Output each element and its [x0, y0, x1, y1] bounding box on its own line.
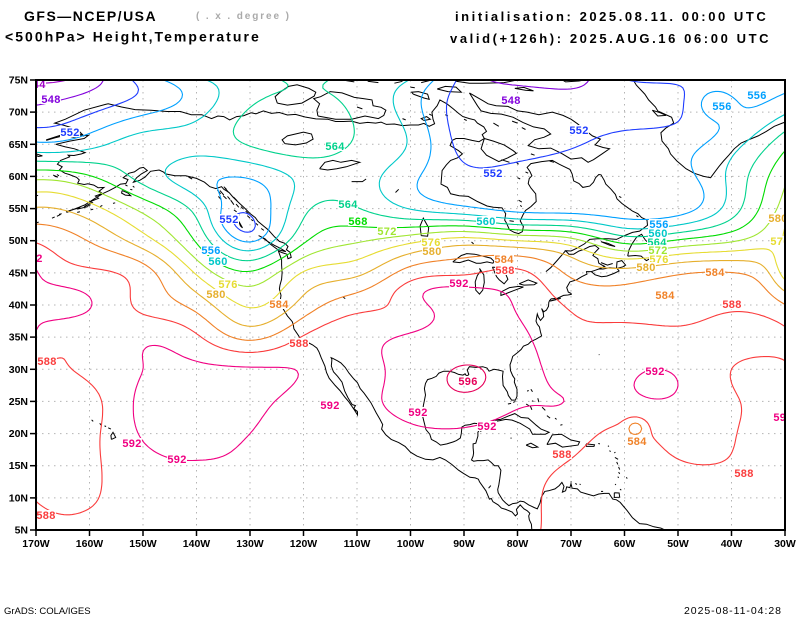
- svg-text:580: 580: [422, 246, 441, 258]
- svg-text:592: 592: [122, 438, 141, 450]
- svg-text:580: 580: [206, 289, 225, 301]
- svg-text:GrADS: COLA/IGES: GrADS: COLA/IGES: [4, 606, 91, 617]
- svg-text:50N: 50N: [9, 235, 28, 247]
- svg-text:60N: 60N: [9, 171, 28, 183]
- svg-text:15N: 15N: [9, 460, 28, 472]
- svg-text:45N: 45N: [9, 267, 28, 279]
- svg-text:GFS—NCEP/USA: GFS—NCEP/USA: [24, 8, 157, 24]
- svg-text:50W: 50W: [667, 538, 689, 550]
- svg-text:588: 588: [722, 299, 741, 311]
- svg-text:150W: 150W: [129, 538, 157, 550]
- svg-text:552: 552: [60, 127, 79, 139]
- svg-text:592: 592: [773, 412, 792, 424]
- svg-text:576: 576: [770, 236, 789, 248]
- svg-text:592: 592: [320, 400, 339, 412]
- svg-text:30W: 30W: [774, 538, 796, 550]
- svg-text:560: 560: [208, 256, 227, 268]
- svg-text:584: 584: [269, 299, 289, 311]
- svg-text:75N: 75N: [9, 75, 28, 87]
- svg-text:60W: 60W: [614, 538, 636, 550]
- svg-text:592: 592: [23, 253, 42, 265]
- svg-text:548: 548: [501, 95, 520, 107]
- svg-text:588: 588: [552, 449, 571, 461]
- svg-text:596: 596: [458, 376, 477, 388]
- svg-text:588: 588: [495, 265, 514, 277]
- svg-text:40N: 40N: [9, 300, 28, 312]
- svg-text:556: 556: [747, 90, 766, 102]
- svg-text:170W: 170W: [22, 538, 50, 550]
- svg-text:588: 588: [37, 356, 56, 368]
- svg-text:140W: 140W: [183, 538, 211, 550]
- svg-text:592: 592: [167, 454, 186, 466]
- svg-text:10N: 10N: [9, 492, 28, 504]
- svg-text:592: 592: [449, 278, 468, 290]
- svg-text:576: 576: [218, 279, 237, 291]
- svg-text:588: 588: [36, 510, 55, 522]
- svg-text:40W: 40W: [721, 538, 743, 550]
- svg-text:5N: 5N: [15, 525, 28, 537]
- svg-text:580: 580: [636, 262, 655, 274]
- svg-text:2025-08-11-04:28: 2025-08-11-04:28: [684, 605, 782, 617]
- svg-text:valid(+126h): 2025.AUG.16 06:0: valid(+126h): 2025.AUG.16 06:00 UTC: [450, 31, 771, 46]
- svg-text:592: 592: [408, 407, 427, 419]
- svg-text:584: 584: [627, 436, 647, 448]
- svg-text:( . x . degree ): ( . x . degree ): [196, 11, 291, 22]
- svg-text:130W: 130W: [236, 538, 264, 550]
- svg-text:30N: 30N: [9, 364, 28, 376]
- svg-text:588: 588: [289, 338, 308, 350]
- svg-text:80W: 80W: [507, 538, 529, 550]
- svg-text:564: 564: [325, 141, 345, 153]
- svg-text:584: 584: [705, 267, 725, 279]
- svg-text:556: 556: [712, 101, 731, 113]
- svg-text:25N: 25N: [9, 396, 28, 408]
- svg-text:552: 552: [219, 214, 238, 226]
- svg-text:70N: 70N: [9, 107, 28, 119]
- svg-text:120W: 120W: [290, 538, 318, 550]
- svg-text:55N: 55N: [9, 203, 28, 215]
- svg-text:<500hPa> Height,Temperature: <500hPa> Height,Temperature: [5, 29, 261, 45]
- svg-text:90W: 90W: [453, 538, 475, 550]
- svg-text:initialisation: 2025.08.11. 0: initialisation: 2025.08.11. 00:00 UTC: [455, 9, 768, 24]
- svg-text:35N: 35N: [9, 332, 28, 344]
- svg-text:592: 592: [645, 366, 664, 378]
- svg-text:552: 552: [483, 168, 502, 180]
- svg-text:584: 584: [655, 290, 675, 302]
- svg-text:110W: 110W: [344, 538, 371, 550]
- svg-text:592: 592: [477, 421, 496, 433]
- svg-text:556: 556: [201, 245, 220, 257]
- svg-text:568: 568: [348, 216, 367, 228]
- svg-text:580: 580: [768, 213, 787, 225]
- svg-text:552: 552: [569, 125, 588, 137]
- svg-text:572: 572: [377, 226, 396, 238]
- svg-text:560: 560: [476, 216, 495, 228]
- svg-text:70W: 70W: [560, 538, 582, 550]
- svg-text:588: 588: [734, 468, 753, 480]
- svg-text:564: 564: [338, 199, 358, 211]
- svg-text:100W: 100W: [397, 538, 425, 550]
- svg-text:584: 584: [494, 254, 514, 266]
- svg-text:65N: 65N: [9, 139, 28, 151]
- svg-text:160W: 160W: [76, 538, 104, 550]
- svg-text:20N: 20N: [9, 428, 28, 440]
- svg-text:548: 548: [41, 94, 60, 106]
- svg-text:544: 544: [26, 79, 46, 91]
